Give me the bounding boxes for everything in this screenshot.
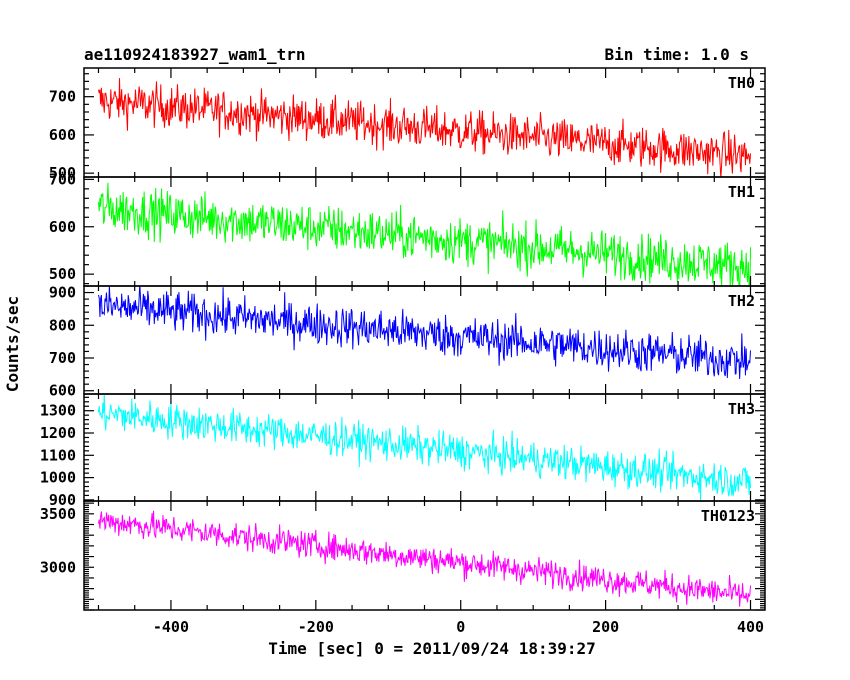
y-tick-label: 900	[49, 284, 76, 302]
y-tick-label: 700	[49, 88, 76, 106]
x-axis-label: Time [sec] 0 = 2011/09/24 18:39:27	[268, 639, 596, 658]
panel-label-th0123: TH0123	[701, 507, 755, 525]
panel-label-th2: TH2	[728, 292, 755, 310]
y-tick-label: 700	[49, 349, 76, 367]
bin-time-label: Bin time: 1.0 s	[605, 45, 750, 64]
x-tick-label: -200	[298, 618, 334, 636]
y-tick-label: 1200	[40, 424, 76, 442]
y-tick-label: 600	[49, 218, 76, 236]
y-tick-label: 900	[49, 491, 76, 509]
chart-title: ae110924183927_wam1_trn	[84, 45, 306, 64]
x-tick-label: 200	[592, 618, 619, 636]
y-tick-label: 1100	[40, 446, 76, 464]
y-tick-label: 800	[49, 316, 76, 334]
y-tick-label: 3500	[40, 505, 76, 523]
y-axis-label: Counts/sec	[3, 296, 22, 392]
series-line-th0123	[97, 510, 752, 607]
y-tick-label: 700	[49, 170, 76, 188]
y-tick-label: 500	[49, 164, 76, 182]
y-tick-label: 500	[49, 265, 76, 283]
series-line-th2	[98, 286, 752, 379]
panel-label-th0: TH0	[728, 74, 755, 92]
panel-label-th1: TH1	[728, 183, 755, 201]
x-tick-label: -400	[153, 618, 189, 636]
panel-label-th3: TH3	[728, 400, 755, 418]
y-tick-label: 3000	[40, 558, 76, 576]
y-tick-label: 1000	[40, 469, 76, 487]
series-line-th0	[98, 78, 752, 177]
x-tick-label: 0	[456, 618, 465, 636]
series-line-th3	[97, 394, 752, 501]
y-tick-label: 1300	[40, 402, 76, 420]
series-line-th1	[97, 182, 752, 286]
y-tick-label: 600	[49, 126, 76, 144]
x-tick-label: 400	[737, 618, 764, 636]
y-tick-label: 600	[49, 382, 76, 400]
